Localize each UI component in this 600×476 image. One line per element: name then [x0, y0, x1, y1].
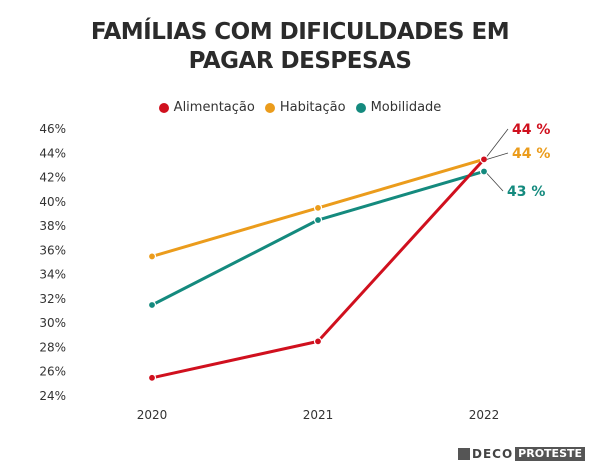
series-line-Mobilidade: [151, 170, 485, 307]
data-point: [147, 373, 157, 382]
legend: Alimentação Habitação Mobilidade: [0, 100, 600, 115]
logo-icon: [458, 448, 470, 460]
y-tick-label: 42%: [39, 171, 66, 185]
x-tick-label: 2021: [303, 408, 334, 422]
leader-line: [486, 173, 504, 192]
chart-title: FAMÍLIAS COM DIFICULDADES EM PAGAR DESPE…: [0, 18, 600, 76]
y-tick-label: 28%: [39, 340, 66, 354]
y-tick-label: 24%: [39, 389, 66, 403]
y-tick-label: 44%: [39, 146, 66, 160]
legend-item-mobilidade: Mobilidade: [355, 100, 442, 115]
y-tick-label: 26%: [39, 365, 66, 379]
data-point: [479, 155, 489, 164]
x-tick-label: 2022: [469, 408, 500, 422]
data-point: [147, 300, 157, 310]
y-tick-label: 32%: [39, 292, 66, 306]
logo-proteste: PROTESTE: [515, 447, 586, 461]
logo-deco: DECO: [472, 447, 514, 461]
legend-item-alimentacao: Alimentação: [158, 100, 255, 115]
legend-dot-icon: [355, 102, 366, 113]
title-line-2: PAGAR DESPESAS: [188, 48, 412, 74]
data-point: [313, 337, 323, 346]
y-tick-label: 36%: [39, 243, 66, 257]
y-tick-label: 40%: [39, 195, 66, 209]
legend-dot-icon: [158, 102, 169, 113]
leader-line: [486, 128, 509, 157]
x-tick-label: 2020: [137, 408, 168, 422]
y-tick-label: 30%: [39, 316, 66, 330]
legend-label: Mobilidade: [370, 100, 442, 115]
data-point: [479, 167, 489, 176]
legend-label: Habitação: [279, 100, 346, 115]
leader-line: [486, 152, 509, 160]
end-value-label: 44 %: [512, 146, 550, 162]
deco-proteste-logo: DECO PROTESTE: [458, 447, 586, 461]
legend-label: Alimentação: [173, 100, 255, 115]
data-point: [313, 203, 323, 212]
y-tick-label: 38%: [39, 219, 66, 233]
y-tick-label: 46%: [39, 122, 66, 136]
y-tick-label: 34%: [39, 268, 66, 282]
legend-item-habitacao: Habitação: [264, 100, 346, 115]
title-line-1: FAMÍLIAS COM DIFICULDADES EM: [90, 19, 510, 45]
end-value-label: 44 %: [512, 122, 550, 138]
data-point: [147, 252, 157, 261]
legend-dot-icon: [264, 102, 275, 113]
data-point: [313, 215, 323, 225]
end-value-label: 43 %: [507, 184, 545, 200]
